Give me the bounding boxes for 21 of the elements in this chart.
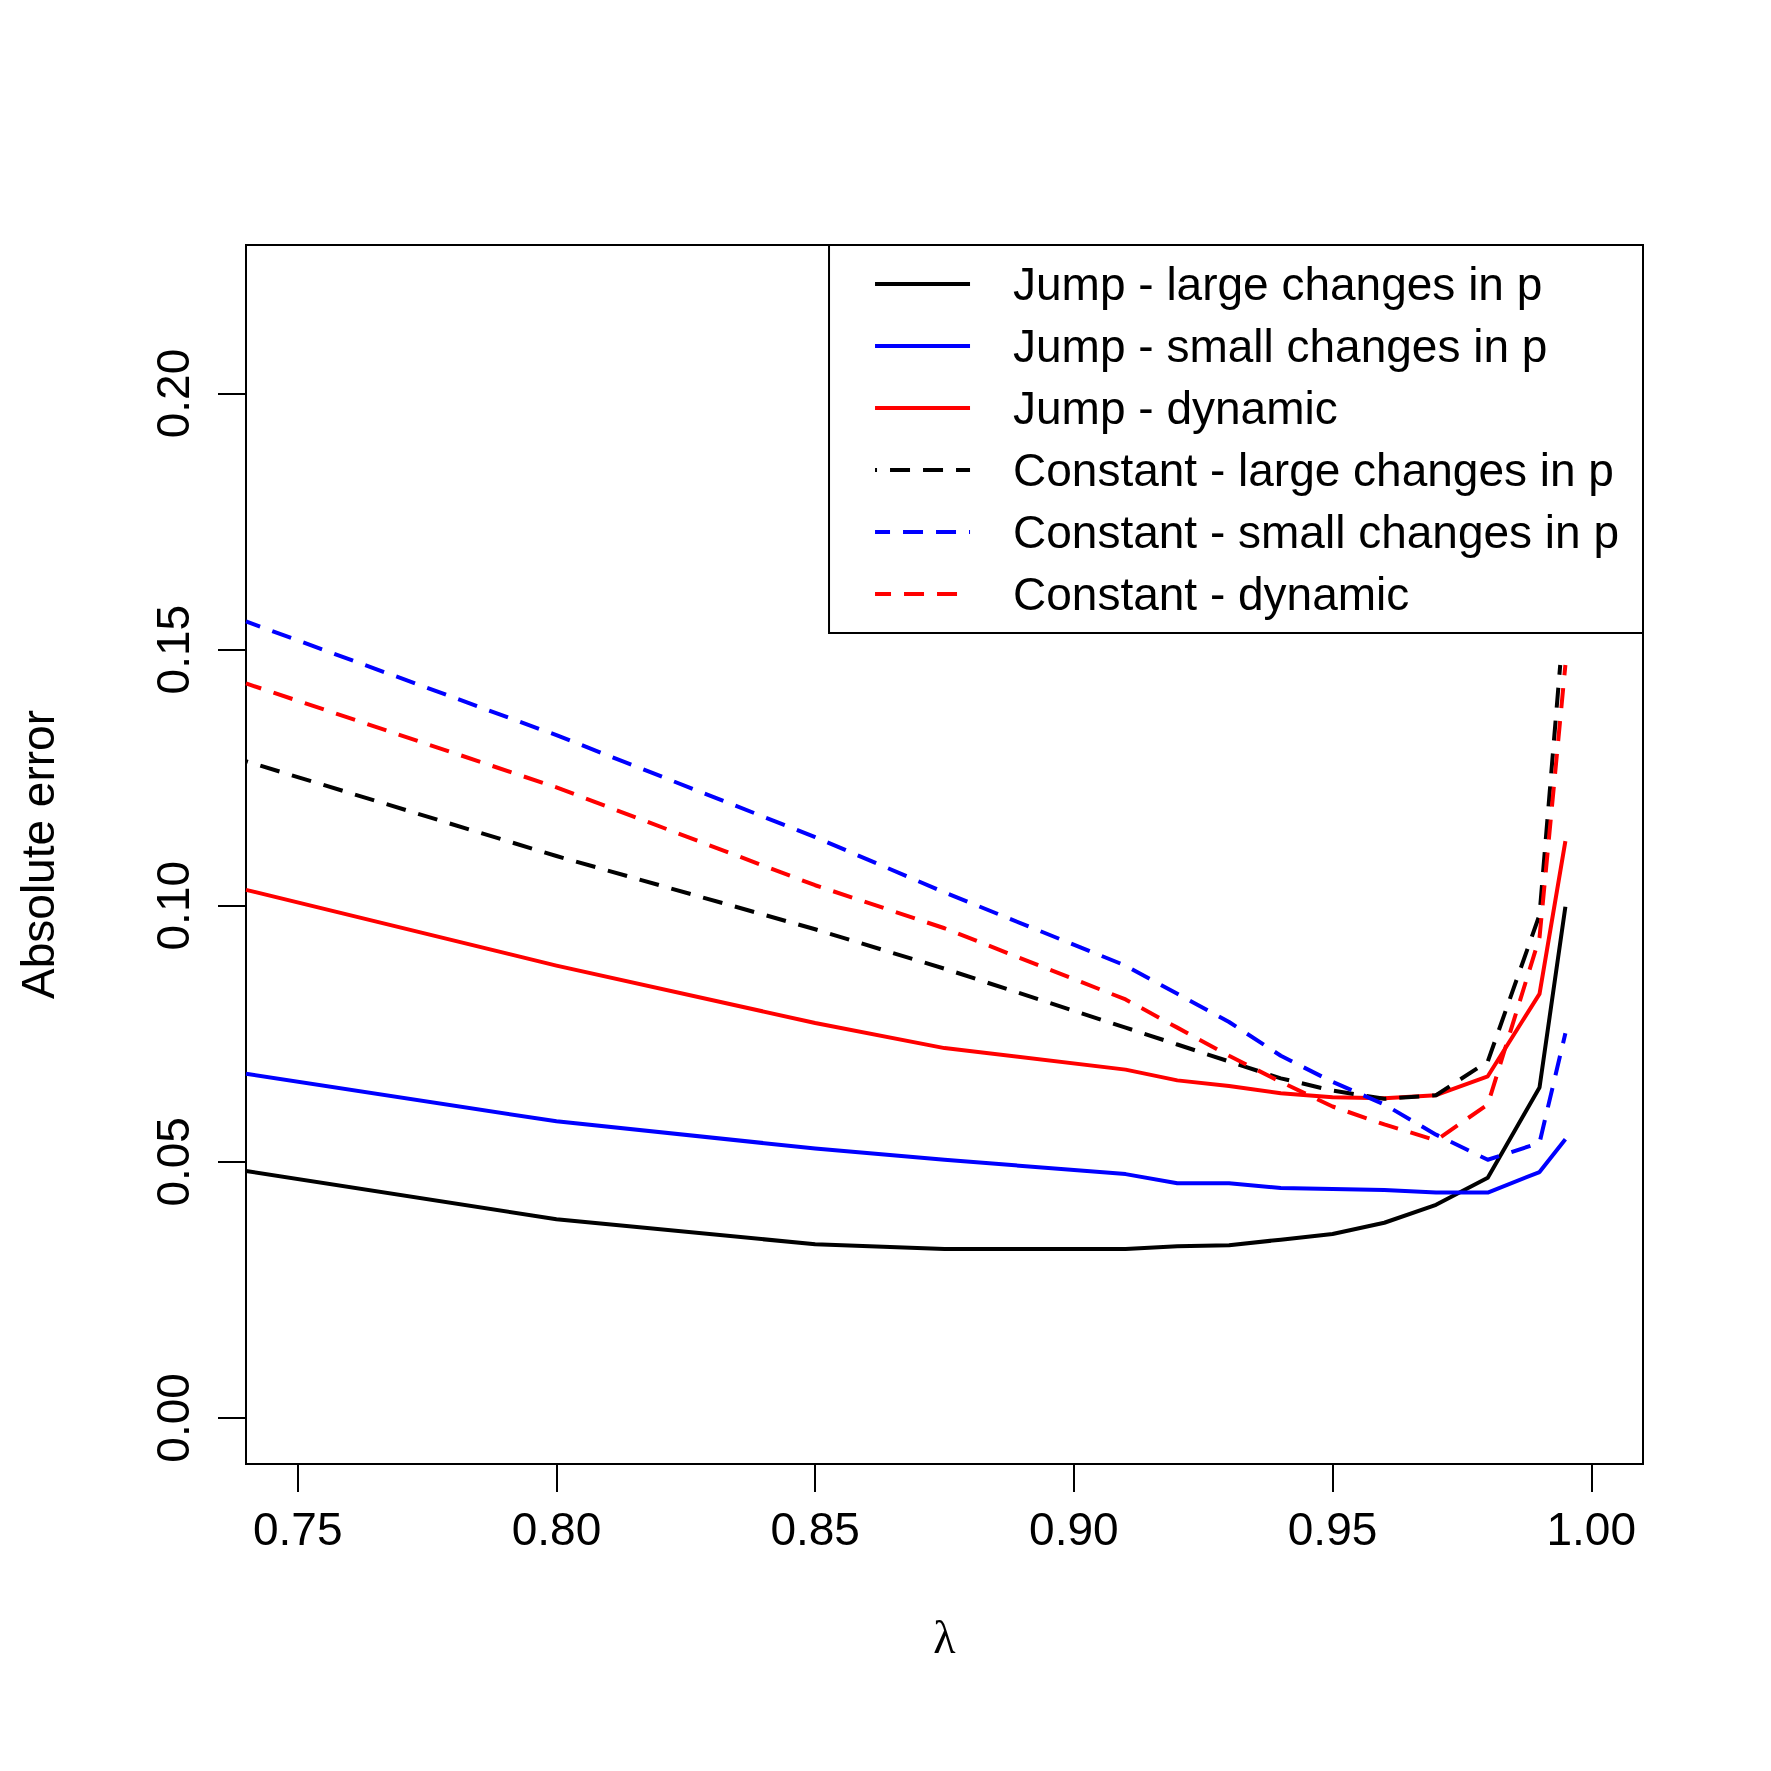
y-tick-label: 0.05 xyxy=(147,1117,199,1207)
y-tick-label: 0.10 xyxy=(147,860,199,951)
x-axis-title: λ xyxy=(933,1611,957,1663)
legend-label: Constant - large changes in p xyxy=(1013,444,1614,496)
y-tick-label: 0.15 xyxy=(147,604,199,695)
line-series xyxy=(244,1071,1568,1195)
line-series xyxy=(244,904,1568,1251)
y-axis-title: Absolute error xyxy=(12,710,64,999)
legend-label: Jump - small changes in p xyxy=(1013,320,1548,372)
legend-label: Constant - small changes in p xyxy=(1013,506,1620,558)
x-tick-label: 0.80 xyxy=(511,1503,602,1555)
legend-label: Jump - large changes in p xyxy=(1013,258,1543,310)
legend-label: Constant - dynamic xyxy=(1013,568,1410,620)
y-tick-label: 0.00 xyxy=(147,1373,199,1463)
x-tick-label: 0.95 xyxy=(1287,1503,1378,1555)
x-tick-label: 0.75 xyxy=(252,1503,343,1555)
x-tick-label: 0.85 xyxy=(770,1503,860,1555)
y-tick-label: 0.20 xyxy=(147,348,199,439)
x-tick-label: 1.00 xyxy=(1546,1503,1637,1555)
legend-label: Jump - dynamic xyxy=(1013,382,1338,434)
x-tick-label: 0.90 xyxy=(1029,1503,1119,1555)
